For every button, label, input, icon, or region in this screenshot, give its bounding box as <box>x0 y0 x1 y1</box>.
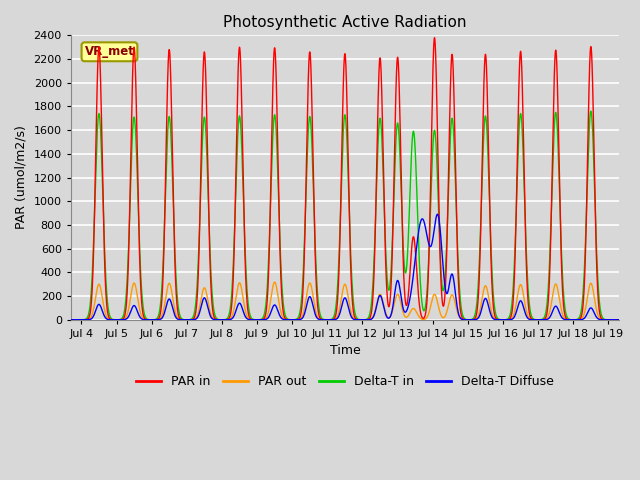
X-axis label: Time: Time <box>330 344 360 357</box>
Title: Photosynthetic Active Radiation: Photosynthetic Active Radiation <box>223 15 467 30</box>
Y-axis label: PAR (umol/m2/s): PAR (umol/m2/s) <box>15 126 28 229</box>
Text: VR_met: VR_met <box>84 45 134 58</box>
Legend: PAR in, PAR out, Delta-T in, Delta-T Diffuse: PAR in, PAR out, Delta-T in, Delta-T Dif… <box>131 370 559 393</box>
